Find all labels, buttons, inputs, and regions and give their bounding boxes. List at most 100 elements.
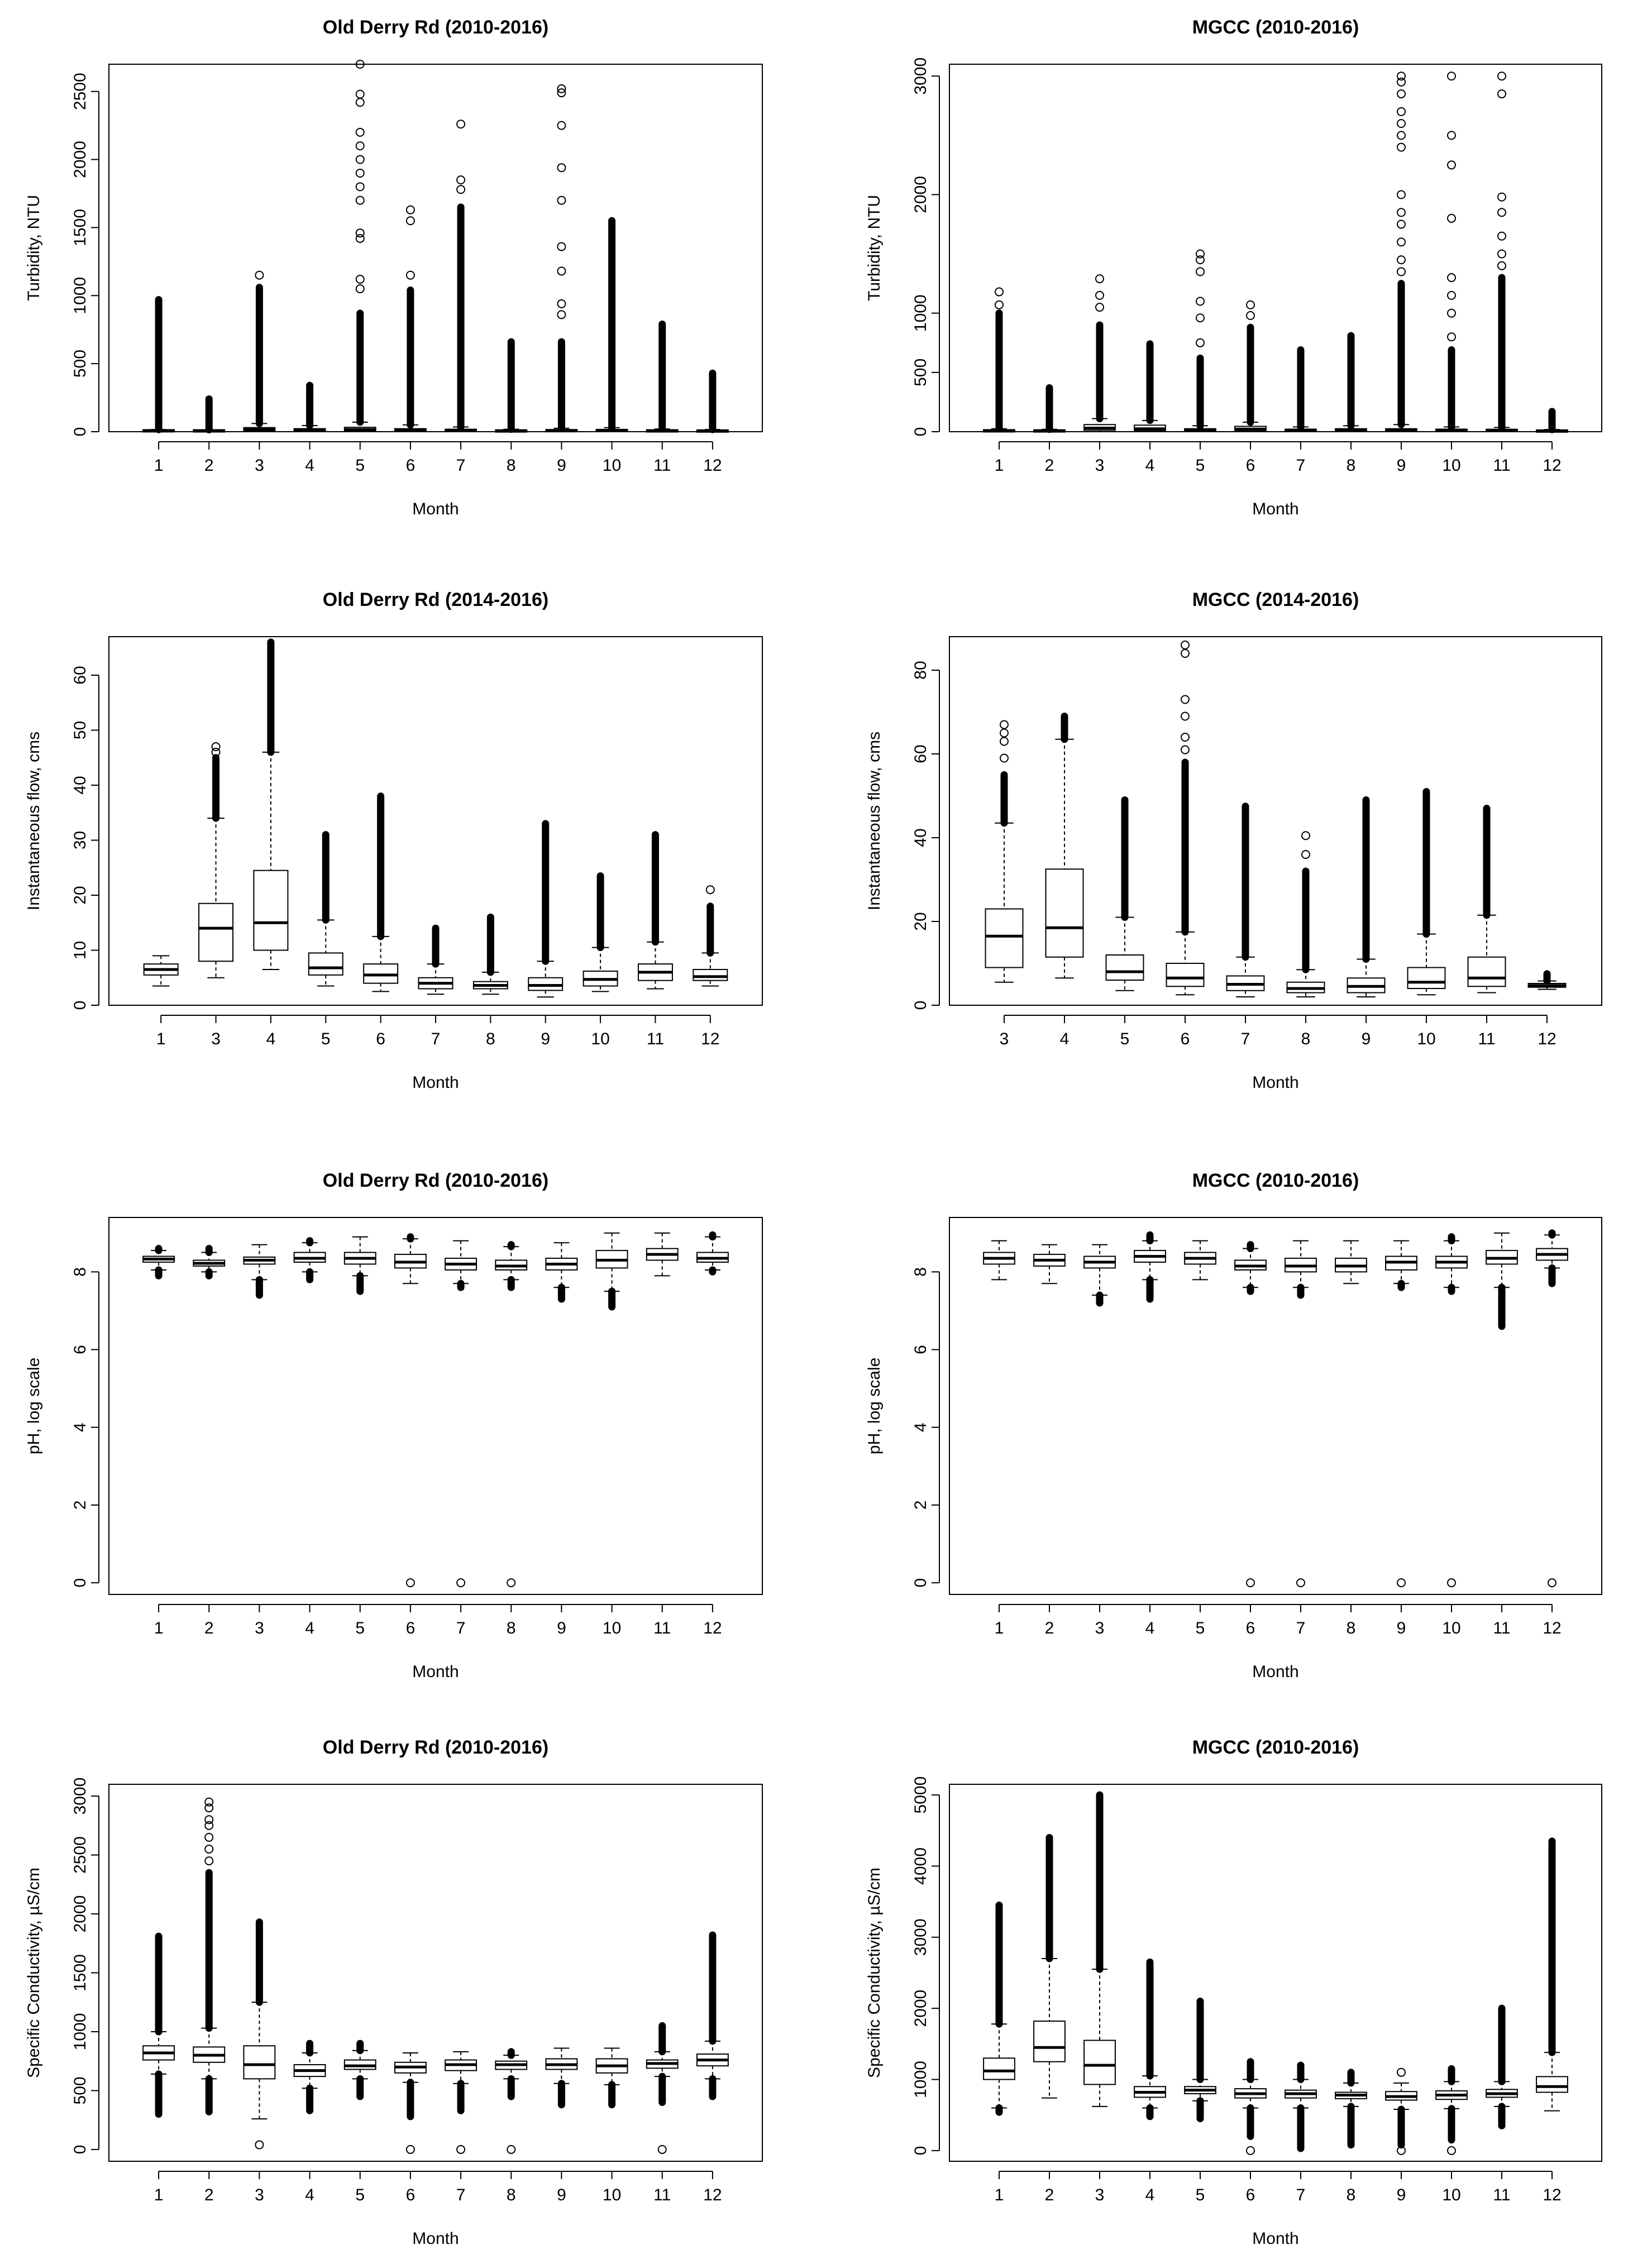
box-month-7 bbox=[445, 1240, 478, 1588]
box-month-11 bbox=[646, 2022, 679, 2154]
x-tick-label: 8 bbox=[507, 1619, 516, 1637]
x-tick-label: 6 bbox=[1246, 2186, 1255, 2204]
y-tick-label: 20 bbox=[911, 912, 930, 930]
y-tick-label: 1000 bbox=[71, 2013, 89, 2051]
y-tick-label: 10 bbox=[71, 941, 89, 959]
x-axis-label: Month bbox=[412, 2229, 459, 2248]
y-tick-label: 2500 bbox=[71, 73, 89, 110]
iqr-box bbox=[1033, 2021, 1066, 2062]
outlier-point bbox=[456, 175, 466, 185]
x-tick-label: 9 bbox=[1397, 1619, 1406, 1637]
box-month-11 bbox=[1486, 2004, 1518, 2129]
box-month-5 bbox=[1184, 249, 1216, 432]
outlier-point bbox=[355, 60, 365, 69]
x-tick-label: 8 bbox=[1301, 1030, 1311, 1048]
box-month-10 bbox=[1435, 1233, 1468, 1588]
box-month-9 bbox=[1347, 796, 1386, 997]
box-month-10 bbox=[583, 872, 618, 992]
outlier-point bbox=[557, 88, 566, 98]
outlier-point bbox=[1447, 332, 1456, 342]
outlier-point bbox=[705, 885, 715, 895]
x-tick-label: 10 bbox=[1442, 456, 1460, 475]
y-tick-label: 500 bbox=[71, 2076, 89, 2104]
outlier-point bbox=[355, 89, 365, 99]
box-month-4 bbox=[253, 638, 289, 970]
x-tick-label: 8 bbox=[1347, 1619, 1356, 1637]
box-month-1 bbox=[142, 1245, 175, 1279]
outlier-point bbox=[1447, 213, 1456, 223]
box-month-9 bbox=[545, 2047, 578, 2109]
x-tick-label: 10 bbox=[1442, 1619, 1460, 1637]
y-tick-label: 500 bbox=[911, 359, 930, 386]
chart-panel-1: Old Derry Rd (2010-2016) 0 500 1000 1500 2000… bbox=[25, 17, 763, 518]
outlier-point bbox=[557, 121, 566, 130]
y-tick-label: 40 bbox=[911, 828, 930, 847]
box-month-5 bbox=[1105, 796, 1144, 991]
x-tick-label: 10 bbox=[603, 456, 621, 475]
y-tick-label: 3000 bbox=[911, 1918, 930, 1956]
y-axis-label: Specific Conductivity, µS/cm bbox=[25, 1868, 43, 2078]
x-tick-label: 7 bbox=[431, 1030, 441, 1048]
outlier-point bbox=[211, 747, 221, 757]
outlier-point bbox=[405, 205, 415, 214]
y-tick-label: 0 bbox=[71, 1578, 89, 1588]
plot-frame bbox=[108, 1784, 763, 2162]
box-month-8 bbox=[1286, 831, 1325, 997]
outlier-point bbox=[355, 155, 365, 164]
x-tick-label: 11 bbox=[653, 2186, 671, 2204]
y-tick-label: 4 bbox=[71, 1422, 89, 1432]
outlier-point bbox=[1447, 308, 1456, 318]
plot-frame bbox=[949, 636, 1602, 1006]
outlier-point bbox=[1447, 71, 1456, 81]
box-month-8 bbox=[495, 338, 528, 433]
outlier-point bbox=[456, 120, 466, 129]
x-tick-label: 2 bbox=[204, 2186, 214, 2204]
outlier-point bbox=[557, 84, 566, 93]
y-tick-label: 2 bbox=[71, 1501, 89, 1510]
box-month-8 bbox=[1335, 332, 1367, 432]
outlier-point bbox=[1397, 119, 1406, 128]
outlier-point bbox=[1497, 249, 1506, 259]
outlier-point bbox=[405, 1578, 415, 1588]
y-tick-label: 4 bbox=[911, 1422, 930, 1432]
x-tick-label: 12 bbox=[1538, 1030, 1556, 1048]
x-tick-label: 9 bbox=[557, 1619, 566, 1637]
x-tick-label: 7 bbox=[1241, 1030, 1250, 1048]
box-month-3 bbox=[243, 270, 276, 432]
box-month-2 bbox=[193, 1245, 226, 1279]
outlier-point bbox=[1246, 2146, 1255, 2155]
outlier-point bbox=[355, 141, 365, 151]
y-tick-label: 0 bbox=[71, 2145, 89, 2155]
outlier-point bbox=[1246, 300, 1255, 309]
box-month-12 bbox=[1536, 1837, 1568, 2112]
outlier-point bbox=[557, 163, 566, 173]
x-tick-label: 1 bbox=[154, 1619, 164, 1637]
outlier-point bbox=[355, 127, 365, 137]
box-month-11 bbox=[646, 320, 679, 433]
outlier-point bbox=[1296, 1578, 1305, 1588]
x-tick-label: 10 bbox=[591, 1030, 609, 1048]
y-axis-label: Turbidity, NTU bbox=[25, 195, 43, 301]
box-month-12 bbox=[1527, 970, 1567, 990]
plot-frame bbox=[949, 1217, 1602, 1595]
outlier-point bbox=[507, 2145, 516, 2154]
chart-title: Old Derry Rd (2014-2016) bbox=[323, 589, 548, 610]
y-tick-label: 1000 bbox=[71, 277, 89, 314]
box-month-1 bbox=[142, 1932, 175, 2118]
outlier-point bbox=[1181, 733, 1190, 742]
outlier-point bbox=[1301, 850, 1310, 859]
x-tick-label: 6 bbox=[376, 1030, 385, 1048]
x-tick-label: 4 bbox=[266, 1030, 276, 1048]
box-month-1 bbox=[142, 296, 175, 433]
x-tick-label: 7 bbox=[456, 2186, 466, 2204]
outlier-point bbox=[507, 1578, 516, 1588]
x-tick-label: 4 bbox=[305, 1619, 314, 1637]
y-tick-label: 2 bbox=[911, 1501, 930, 1510]
outlier-point bbox=[1447, 160, 1456, 170]
outlier-point bbox=[1000, 720, 1009, 729]
x-tick-label: 6 bbox=[406, 2186, 416, 2204]
y-tick-label: 20 bbox=[71, 886, 89, 904]
outlier-point bbox=[1181, 649, 1190, 658]
